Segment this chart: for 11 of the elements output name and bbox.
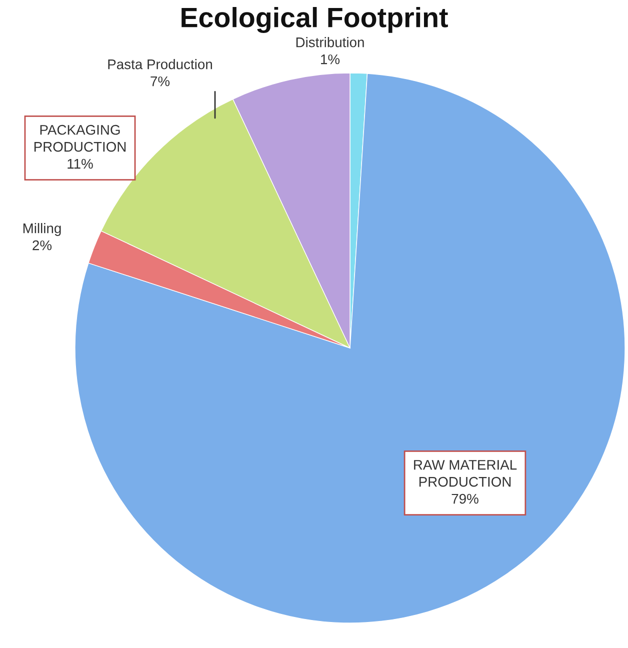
slice-label: Distribution [296,37,364,48]
chart-title: Ecological Footprint [182,6,448,34]
data-label: 11% [68,158,93,169]
slice-label: Pasta Production [108,59,212,70]
slice-label: PACKAGING PRODUCTION [34,124,126,152]
data-label: 2% [32,240,52,250]
slice-label: Milling [23,223,61,236]
data-label: 79% [452,494,478,504]
slice-label: RAW MATERIAL PRODUCTION [414,460,517,487]
data-label: 7% [150,76,170,86]
data-label: 1% [321,54,340,64]
